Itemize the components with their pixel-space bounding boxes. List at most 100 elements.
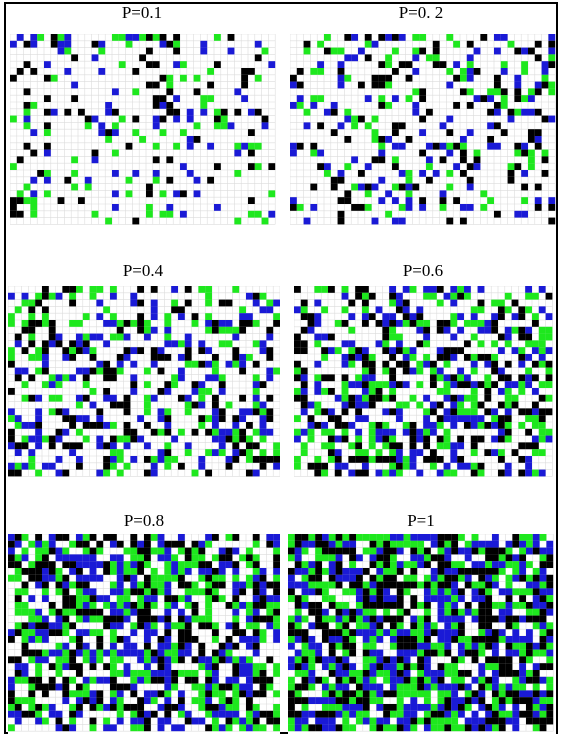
cell bbox=[110, 704, 117, 711]
cell bbox=[205, 663, 212, 670]
cell bbox=[518, 333, 526, 341]
cell bbox=[368, 394, 376, 402]
cell bbox=[385, 210, 392, 218]
cell bbox=[288, 540, 295, 548]
cell bbox=[273, 602, 280, 609]
cell bbox=[144, 629, 151, 636]
cell bbox=[403, 581, 411, 589]
cell bbox=[218, 415, 226, 422]
cell bbox=[146, 81, 153, 89]
cell bbox=[44, 108, 51, 116]
cell bbox=[150, 456, 158, 463]
cell bbox=[239, 449, 246, 456]
cell bbox=[437, 663, 445, 670]
cell bbox=[504, 401, 512, 409]
cell bbox=[184, 595, 192, 602]
cell bbox=[225, 360, 233, 368]
cell bbox=[362, 581, 370, 589]
cell bbox=[417, 602, 424, 609]
cell bbox=[178, 534, 185, 541]
cell bbox=[248, 68, 255, 75]
cell bbox=[504, 435, 512, 443]
cell bbox=[498, 561, 506, 568]
cell bbox=[35, 636, 42, 643]
cell bbox=[532, 690, 540, 698]
cell bbox=[512, 642, 520, 650]
cell bbox=[44, 95, 51, 102]
cell bbox=[355, 456, 362, 463]
cell bbox=[446, 34, 454, 41]
cell bbox=[150, 602, 158, 609]
cell bbox=[430, 574, 438, 582]
cell bbox=[110, 422, 117, 429]
cell bbox=[511, 401, 519, 409]
cell bbox=[477, 435, 485, 443]
cell bbox=[48, 292, 56, 300]
cell bbox=[464, 636, 472, 643]
cell bbox=[205, 347, 212, 354]
cell bbox=[232, 360, 240, 368]
cell bbox=[437, 547, 445, 555]
cell bbox=[342, 642, 350, 650]
cell bbox=[500, 68, 508, 75]
cell bbox=[294, 683, 302, 691]
cell bbox=[539, 663, 547, 670]
cell bbox=[514, 210, 522, 218]
cell bbox=[212, 394, 219, 402]
cell bbox=[55, 574, 63, 582]
cell bbox=[402, 354, 410, 361]
cell bbox=[171, 656, 178, 664]
cell bbox=[268, 210, 276, 218]
cell bbox=[315, 697, 322, 704]
cell bbox=[144, 697, 151, 704]
cell bbox=[308, 622, 316, 630]
cell bbox=[410, 568, 418, 575]
cell bbox=[423, 442, 430, 450]
cell bbox=[396, 401, 403, 409]
cell bbox=[157, 615, 165, 623]
cell bbox=[110, 394, 117, 402]
cell bbox=[383, 690, 390, 698]
cell bbox=[545, 367, 553, 375]
cell bbox=[198, 574, 206, 582]
cell bbox=[532, 697, 540, 704]
cell bbox=[14, 676, 22, 684]
cell bbox=[525, 333, 532, 341]
cell bbox=[451, 534, 458, 541]
cell bbox=[14, 704, 22, 711]
cell bbox=[180, 210, 187, 218]
cell bbox=[123, 435, 131, 443]
cell bbox=[376, 629, 384, 636]
cell bbox=[410, 554, 418, 562]
cell bbox=[315, 554, 322, 562]
cell bbox=[288, 683, 295, 691]
cell bbox=[322, 608, 329, 616]
cell bbox=[337, 170, 345, 177]
cell bbox=[485, 574, 492, 582]
cell bbox=[288, 717, 295, 725]
cell bbox=[186, 142, 194, 150]
cell bbox=[375, 340, 383, 348]
cell bbox=[324, 170, 331, 177]
cell bbox=[450, 415, 458, 422]
cell bbox=[35, 656, 42, 664]
cell bbox=[150, 574, 158, 582]
cell bbox=[30, 149, 38, 157]
cell bbox=[383, 676, 390, 684]
cell bbox=[532, 608, 540, 616]
cell bbox=[89, 534, 97, 541]
cell bbox=[55, 340, 63, 348]
cell bbox=[35, 629, 42, 636]
cell bbox=[35, 394, 42, 402]
cell bbox=[16, 68, 24, 75]
cell bbox=[430, 534, 438, 541]
cell bbox=[382, 333, 390, 341]
cell bbox=[234, 149, 242, 157]
cell bbox=[123, 422, 131, 429]
cell bbox=[403, 540, 411, 548]
cell bbox=[314, 360, 322, 368]
cell bbox=[451, 568, 458, 575]
cell bbox=[368, 456, 376, 463]
cell bbox=[512, 683, 520, 691]
cell bbox=[246, 320, 253, 327]
